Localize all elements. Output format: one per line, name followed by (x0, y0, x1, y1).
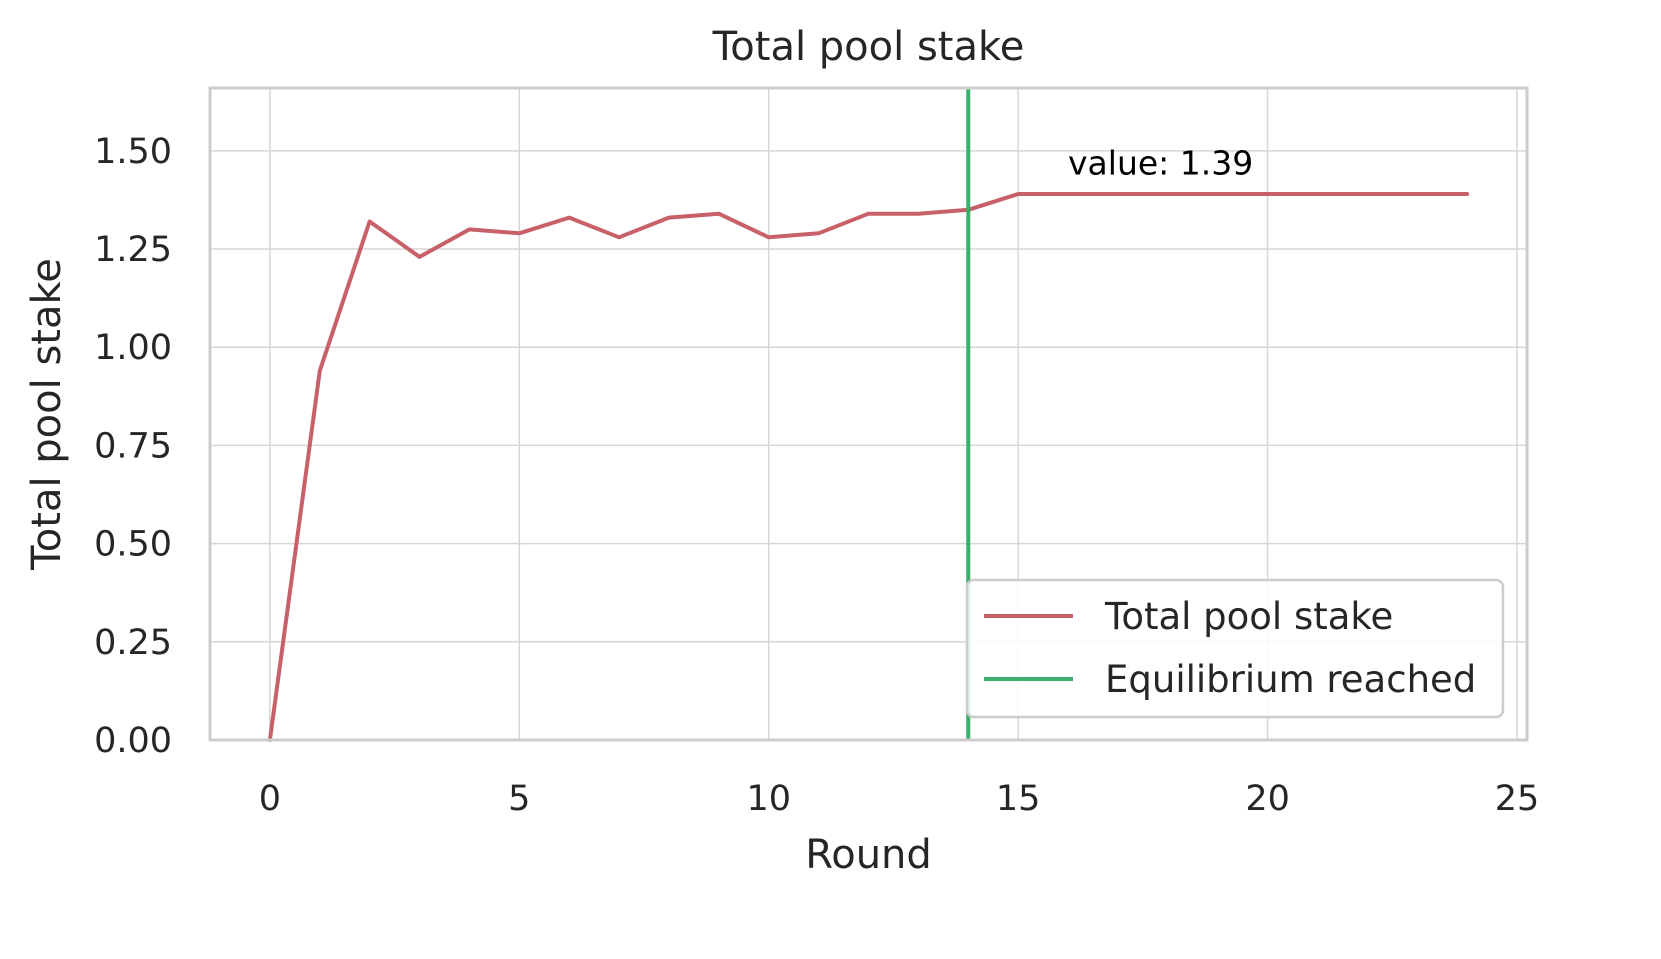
y-tick-label: 0.50 (94, 525, 172, 565)
y-tick-label: 1.25 (94, 230, 172, 270)
x-tick-label: 0 (259, 779, 281, 819)
legend-label-equilibrium-reached: Equilibrium reached (1105, 658, 1476, 701)
x-tick-label: 5 (508, 779, 530, 819)
y-tick-label: 0.25 (94, 623, 172, 663)
plot-frame (208, 86, 1529, 742)
y-tick-label: 0.00 (94, 721, 172, 761)
x-tick-label: 20 (1245, 779, 1290, 819)
x-tick-label: 10 (746, 779, 791, 819)
series-line-total-pool-stake (267, 192, 1470, 742)
y-tick-label: 1.00 (94, 328, 172, 368)
tick-labels: 0 5 10 15 20 25 0.00 0.25 0.50 0.75 1.00 1.25 1.50 (94, 132, 1539, 819)
legend: Total pool stake Equilibrium reached (965, 578, 1505, 719)
x-axis-label: Round (805, 832, 932, 878)
value-annotation: value: 1.39 (1068, 143, 1253, 182)
y-tick-label: 0.75 (94, 426, 172, 466)
x-tick-label: 15 (996, 779, 1041, 819)
legend-label-total-pool-stake: Total pool stake (1104, 595, 1393, 638)
y-axis-label: Total pool stake (24, 258, 70, 571)
y-tick-label: 1.50 (94, 132, 172, 172)
chart-title: Total pool stake (712, 24, 1025, 70)
x-tick-label: 25 (1495, 779, 1540, 819)
legend-box (965, 578, 1505, 719)
grid-lines (210, 88, 1527, 741)
